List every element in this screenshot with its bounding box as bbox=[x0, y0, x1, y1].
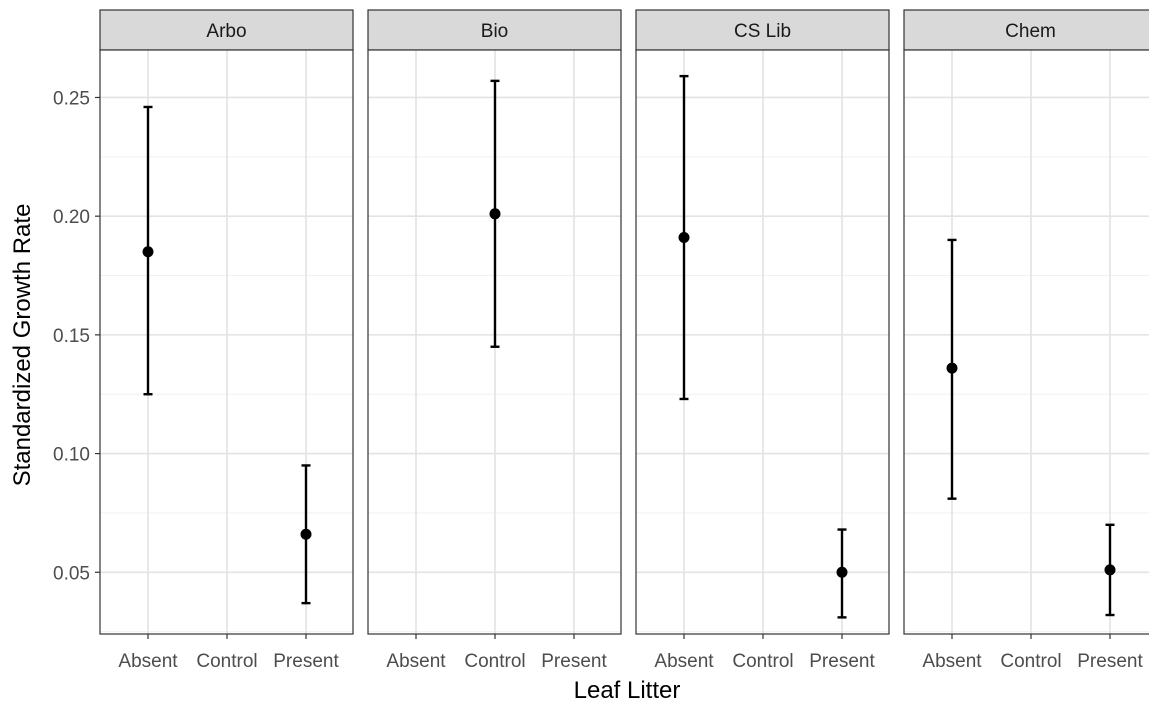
y-tick-label: 0.20 bbox=[53, 207, 90, 228]
y-axis: 0.05 0.10 0.15 0.20 0.25 bbox=[53, 88, 100, 584]
facet-strip-label: CS Lib bbox=[734, 21, 791, 42]
data-point bbox=[142, 246, 154, 258]
x-axis-title: Leaf Litter bbox=[574, 677, 681, 702]
x-tick-label: Control bbox=[1000, 651, 1061, 672]
facet-strip-label: Chem bbox=[1005, 21, 1056, 42]
y-tick-label: 0.10 bbox=[53, 445, 90, 466]
y-tick-label: 0.25 bbox=[53, 88, 90, 109]
x-tick-label: Control bbox=[464, 651, 525, 672]
data-point bbox=[836, 566, 848, 578]
y-axis-title: Standardized Growth Rate bbox=[9, 204, 36, 487]
data-point bbox=[678, 232, 690, 244]
facet-panel: CS Lib Absent Control Present bbox=[635, 9, 890, 672]
facet-strip bbox=[635, 9, 890, 51]
x-tick-label: Present bbox=[541, 651, 607, 672]
facet-strip-label: Arbo bbox=[206, 21, 246, 42]
data-point bbox=[1104, 564, 1116, 576]
x-tick-label: Present bbox=[809, 651, 875, 672]
facet-panel: Bio Absent Control Present bbox=[367, 9, 622, 672]
y-tick-label: 0.05 bbox=[53, 563, 90, 584]
facet-strip-label: Bio bbox=[481, 21, 508, 42]
facet-panel: Chem Absent Control Present bbox=[903, 9, 1149, 672]
facet-strip bbox=[99, 9, 354, 51]
x-tick-label: Control bbox=[732, 651, 793, 672]
x-tick-label: Absent bbox=[118, 651, 178, 672]
x-tick-label: Absent bbox=[386, 651, 446, 672]
facet-panel: Arbo Absent Control Present bbox=[99, 9, 354, 672]
x-tick-label: Present bbox=[1077, 651, 1143, 672]
facets-group: Arbo Absent Control Present Bio Absent Control… bbox=[99, 9, 1149, 672]
facet-strip bbox=[903, 9, 1149, 51]
facet-strip bbox=[367, 9, 622, 51]
x-tick-label: Absent bbox=[922, 651, 982, 672]
data-point bbox=[946, 362, 958, 374]
data-point bbox=[489, 208, 501, 220]
x-tick-label: Present bbox=[273, 651, 339, 672]
panel-background bbox=[904, 50, 1149, 634]
x-tick-label: Absent bbox=[654, 651, 714, 672]
y-tick-label: 0.15 bbox=[53, 326, 90, 347]
x-tick-label: Control bbox=[196, 651, 257, 672]
data-point bbox=[300, 528, 312, 540]
